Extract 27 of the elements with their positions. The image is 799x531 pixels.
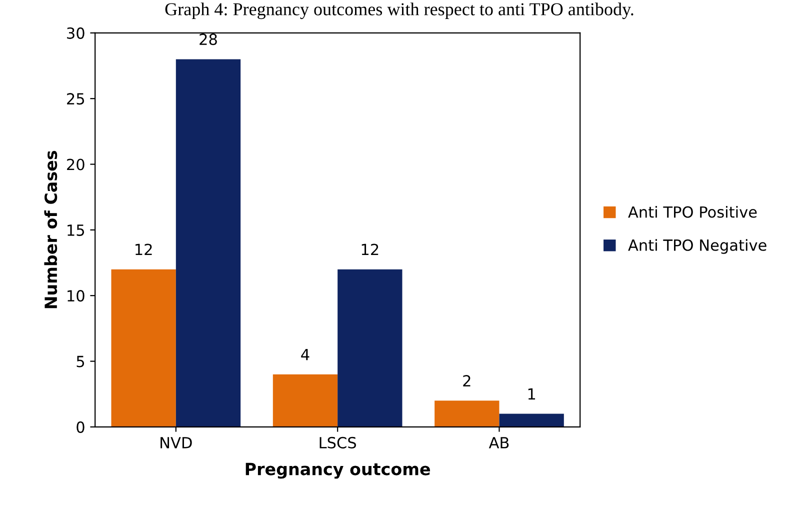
bar (434, 400, 500, 427)
chart-title: Graph 4: Pregnancy outcomes with respect to anti TPO antibody. (165, 2, 634, 20)
x-tick-label: LSCS (320, 436, 356, 448)
legend-label: Anti TPO Negative (628, 239, 766, 254)
bar (499, 414, 564, 427)
bar (338, 269, 402, 427)
x-tick-label: NVD (160, 437, 192, 448)
data-label: 1 (528, 388, 536, 400)
bar (111, 269, 176, 427)
x-tick-label: AB (488, 437, 509, 448)
data-label: 12 (362, 244, 378, 256)
y-tick-label: 30 (67, 27, 84, 39)
y-axis-title: Number of Cases (44, 150, 58, 308)
y-tick-label: 20 (67, 158, 84, 170)
data-label: 2 (463, 375, 470, 386)
bar (272, 374, 338, 427)
data-label: 12 (136, 244, 152, 256)
y-tick-label: 15 (68, 224, 84, 236)
data-label: 28 (200, 34, 217, 46)
y-tick-label: 10 (68, 290, 84, 302)
x-axis-title: Pregnancy outcome (246, 462, 430, 479)
bar (176, 59, 241, 427)
y-tick-label: 0 (76, 421, 84, 433)
y-tick-label: 5 (76, 356, 84, 368)
y-tick-label: 25 (67, 93, 84, 105)
legend-label: Anti TPO Positive (628, 206, 757, 218)
data-label: 4 (301, 348, 310, 360)
